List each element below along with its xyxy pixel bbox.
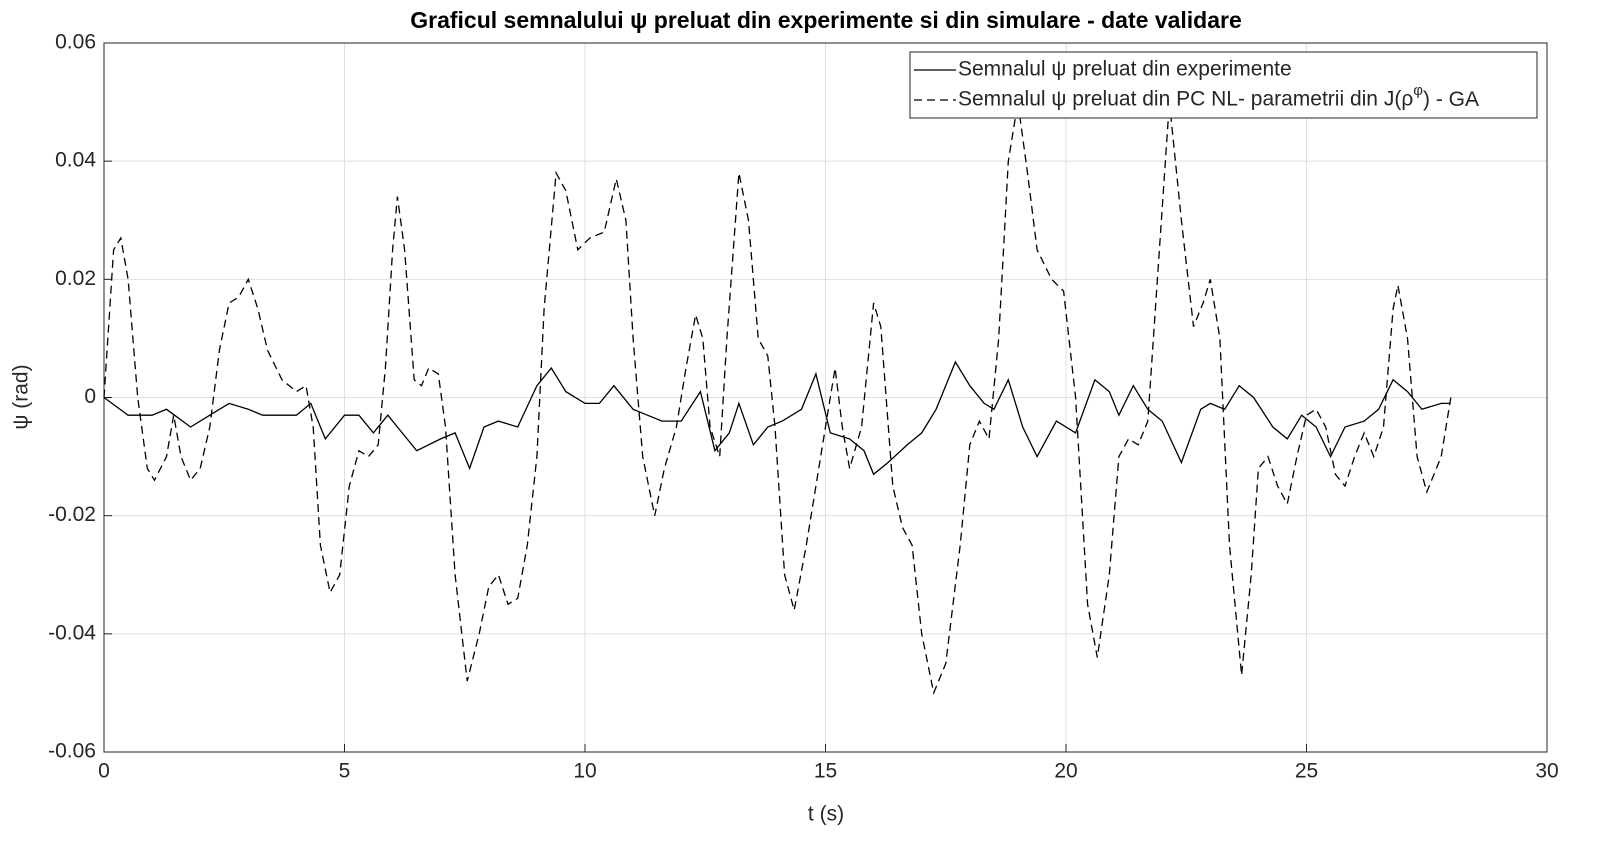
y-tick-label: -0.06	[48, 740, 96, 763]
x-tick-label: 20	[1054, 760, 1077, 783]
x-tick-label: 10	[573, 760, 596, 783]
y-axis-label: ψ (rad)	[10, 364, 33, 429]
x-tick-label: 15	[814, 760, 837, 783]
y-tick-label: -0.04	[48, 621, 96, 644]
chart-title: Graficul semnalului ψ preluat din experi…	[410, 7, 1242, 33]
legend-label: Semnalul ψ preluat din PC NL- parametrii…	[958, 82, 1479, 110]
y-tick-label: 0.06	[55, 31, 96, 54]
y-tick-label: 0.02	[55, 267, 96, 290]
legend-box	[909, 51, 1538, 119]
x-tick-label: 5	[339, 760, 351, 783]
y-tick-label: -0.02	[48, 503, 96, 526]
x-axis-label: t (s)	[808, 803, 844, 826]
data-line	[103, 360, 1451, 476]
data-line	[103, 101, 1452, 696]
legend-label: Semnalul ψ preluat din experimente	[958, 58, 1292, 81]
x-tick-label: 0	[98, 760, 110, 783]
x-tick-label: 25	[1295, 760, 1318, 783]
x-tick-label: 30	[1535, 760, 1558, 783]
y-tick-label: 0	[84, 385, 96, 408]
y-tick-label: 0.04	[55, 149, 96, 172]
